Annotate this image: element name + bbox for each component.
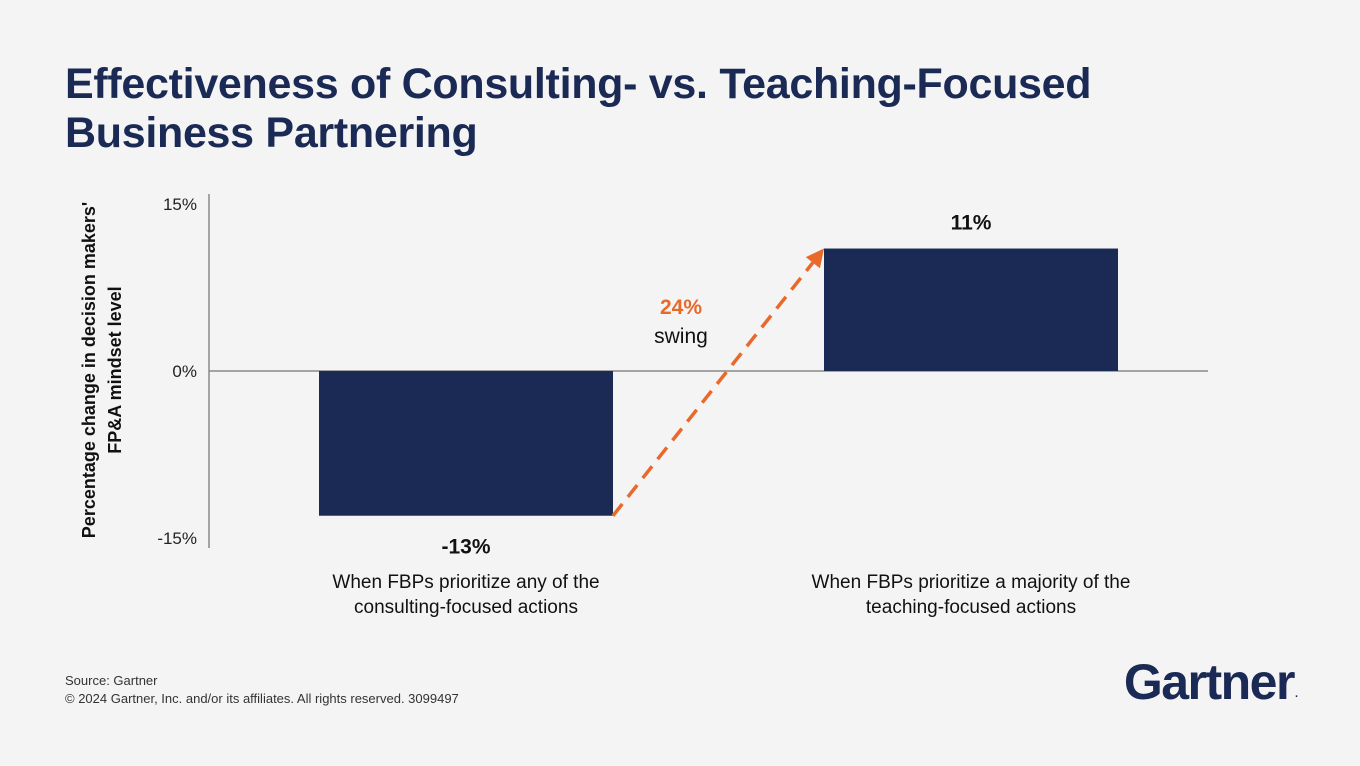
category-label: When FBPs prioritize any of the — [332, 572, 599, 593]
gartner-logo-mark: . — [1294, 688, 1298, 700]
category-label: When FBPs prioritize a majority of the — [812, 572, 1131, 593]
y-tick-label: -15% — [157, 529, 197, 548]
y-tick-label: 0% — [172, 362, 197, 381]
swing-arrow-line — [611, 261, 815, 517]
copyright-note: © 2024 Gartner, Inc. and/or its affiliat… — [65, 691, 459, 706]
title-line-1: Effectiveness of Consulting- vs. Teachin… — [65, 60, 1092, 108]
swing-value-label: 24% — [660, 296, 702, 319]
data-label: 11% — [951, 212, 992, 235]
y-axis-title-line-2: FP&A mindset level — [105, 286, 125, 453]
y-axis-title-line-1: Percentage change in decision makers' — [79, 202, 99, 538]
swing-arrow-head — [805, 248, 824, 269]
bar-chart: 15% 0% -15% Percentage change in decision m… — [79, 194, 1208, 618]
footer: Source: Gartner © 2024 Gartner, Inc. and… — [65, 672, 459, 708]
category-label: teaching-focused actions — [866, 597, 1076, 618]
y-tick-label: 15% — [163, 195, 197, 214]
chart-title: Effectiveness of Consulting- vs. Teachin… — [65, 60, 1265, 158]
gartner-logo-text: Gartner — [1123, 654, 1296, 710]
bar-1 — [319, 371, 613, 516]
bar-2 — [824, 248, 1118, 371]
swing-text-label: swing — [654, 325, 708, 348]
source-note: Source: Gartner — [65, 673, 158, 688]
gartner-logo: Gartner. — [1124, 652, 1298, 724]
title-line-2: Business Partnering — [65, 109, 478, 157]
data-label: -13% — [441, 536, 490, 559]
category-label: consulting-focused actions — [354, 597, 578, 618]
